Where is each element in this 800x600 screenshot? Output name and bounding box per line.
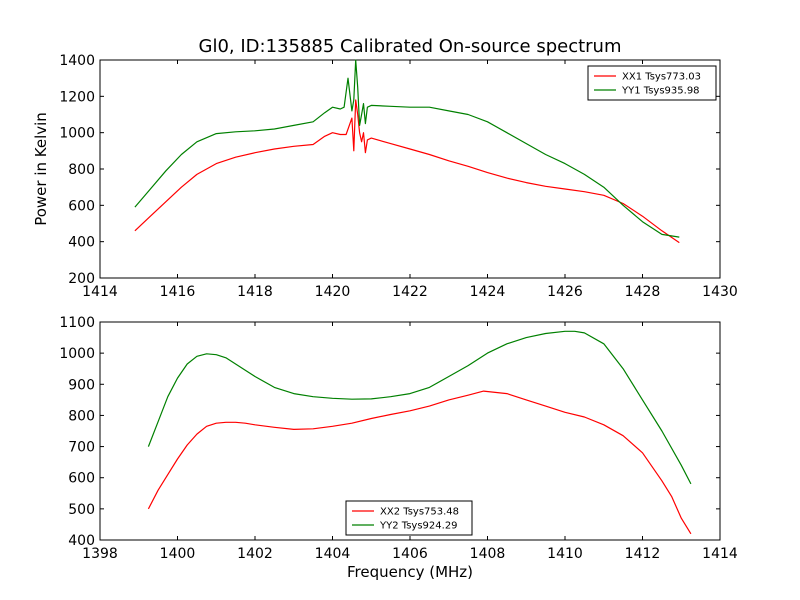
- x-tick-label: 1422: [392, 284, 428, 300]
- y-tick-label: 400: [68, 533, 95, 549]
- legend-box: [345, 500, 473, 536]
- x-tick-label: 1408: [470, 546, 506, 562]
- x-axis-label: Frequency (MHz): [347, 563, 473, 581]
- y-tick-label: 1100: [59, 315, 95, 331]
- x-tick-label: 1430: [702, 284, 738, 300]
- x-tick-label: 1424: [470, 284, 506, 300]
- legend-entry: XX1 Tsys773.03: [622, 72, 701, 83]
- top-panel: 1414 1416 1418 1420 1422 1424 1426 1428 1430 200 4…: [32, 36, 738, 300]
- y-tick-label: 400: [68, 235, 95, 251]
- x-tick-label: 1398: [82, 546, 118, 562]
- x-tick-label: 1406: [392, 546, 428, 562]
- y-tick-label: 800: [68, 408, 95, 424]
- bottom-panel: 1398 1400 1402 1404 1406 1408 1410 1412 1414 400 5…: [59, 315, 738, 581]
- y-tick-label: 1400: [59, 53, 95, 69]
- y-tick-label: 600: [68, 471, 95, 487]
- x-tick-label: 1426: [547, 284, 583, 300]
- y-tick-label: 900: [68, 377, 95, 393]
- legend-entry: XX2 Tsys753.48: [380, 507, 459, 518]
- y-tick-label: 200: [68, 271, 95, 287]
- x-tick-label: 1412: [625, 546, 661, 562]
- series-line-yy1: [134, 59, 680, 238]
- y-tick-label: 800: [68, 162, 95, 178]
- y-tick-label: 600: [68, 198, 95, 214]
- x-tick-label: 1414: [702, 546, 738, 562]
- x-tick-label: 1428: [625, 284, 661, 300]
- y-tick-label: 1000: [59, 346, 95, 362]
- x-tick-label: 1418: [237, 284, 273, 300]
- x-tick-label: 1414: [82, 284, 118, 300]
- y-axis-label: Power in Kelvin: [32, 112, 50, 226]
- x-tick-label: 1416: [160, 284, 196, 300]
- y-tick-label: 500: [68, 502, 95, 518]
- legend-box: [587, 65, 717, 101]
- x-tick-label: 1402: [237, 546, 273, 562]
- series-line-yy2: [147, 330, 692, 485]
- y-tick-label: 1200: [59, 89, 95, 105]
- x-tick-label: 1404: [315, 546, 351, 562]
- x-tick-label: 1420: [315, 284, 351, 300]
- x-tick-label: 1400: [160, 546, 196, 562]
- legend-entry: YY2 Tsys924.29: [379, 521, 458, 532]
- y-tick-label: 700: [68, 440, 95, 456]
- series-line-xx1: [134, 99, 680, 244]
- series-line-xx2: [147, 390, 692, 535]
- y-tick-label: 1000: [59, 126, 95, 142]
- chart-title: Gl0, ID:135885 Calibrated On-source spec…: [199, 36, 622, 57]
- legend-entry: YY1 Tsys935.98: [621, 86, 700, 97]
- x-tick-label: 1410: [547, 546, 583, 562]
